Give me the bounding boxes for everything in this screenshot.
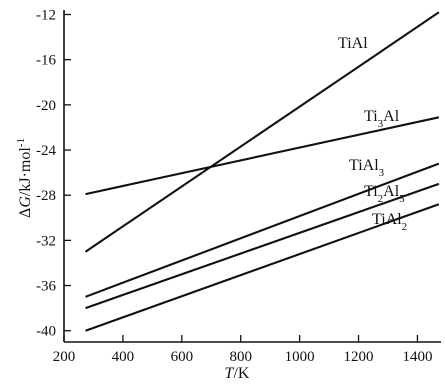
y-tick-label: -16	[36, 53, 56, 69]
y-tick-label: -12	[36, 8, 56, 24]
series-label-tial2: TiAl2	[372, 211, 407, 233]
series-label-ti2al5: Ti2Al5	[364, 183, 405, 205]
x-tick-label: 1400	[402, 349, 432, 365]
x-tick-label: 200	[53, 349, 76, 365]
series-line-ti2al5	[85, 182, 440, 310]
y-axis-title: ΔG/kJ·mol-1	[15, 138, 34, 218]
series-line-tial3	[85, 162, 440, 298]
series-label-tial: TiAl	[338, 35, 368, 52]
series-lines	[84, 11, 440, 332]
y-tick-label: -36	[36, 279, 56, 295]
y-tick-label: -40	[36, 324, 56, 340]
series-labels: TiAl Ti3Al TiAl3 Ti2Al5 TiAl2	[338, 35, 407, 233]
y-axis-ticks: -40 -36 -32 -28 -24 -20 -16 -12	[36, 8, 71, 340]
x-tick-label: 800	[229, 349, 252, 365]
y-tick-label: -20	[36, 98, 56, 114]
y-tick-label: -24	[36, 143, 56, 159]
x-tick-label: 400	[112, 349, 135, 365]
series-line-ti3al	[85, 116, 440, 196]
x-axis-title: T/K	[225, 365, 250, 382]
series-line-tial2	[85, 203, 440, 332]
plot-area	[63, 10, 441, 343]
x-tick-label: 1000	[285, 349, 315, 365]
x-tick-label: 600	[171, 349, 194, 365]
x-axis-ticks: 200 400 600 800 1000 1200 1400	[53, 335, 432, 365]
x-tick-label: 1200	[344, 349, 374, 365]
y-tick-label: -32	[36, 233, 56, 249]
y-tick-label: -28	[36, 188, 56, 204]
series-label-tial3: TiAl3	[349, 157, 385, 179]
series-label-ti3al: Ti3Al	[364, 108, 400, 130]
series-line-tial	[84, 11, 440, 253]
